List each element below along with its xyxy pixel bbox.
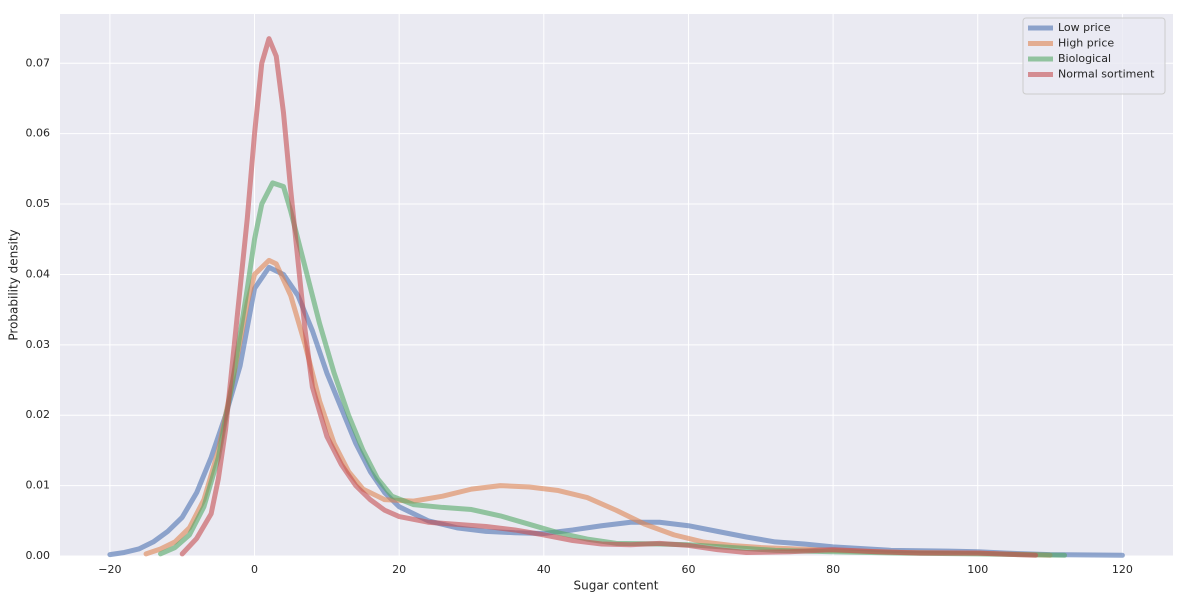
x-tick-label: 80 <box>826 563 840 576</box>
y-tick-label: 0.00 <box>26 549 51 562</box>
legend-label: Biological <box>1058 52 1111 65</box>
x-tick-label: 0 <box>251 563 258 576</box>
y-tick-label: 0.07 <box>26 56 51 69</box>
x-axis-label: Sugar content <box>574 579 659 593</box>
legend-label: Low price <box>1058 21 1111 34</box>
plot-area <box>60 14 1173 556</box>
legend: Low price High price Biological Normal sort… <box>1022 17 1166 95</box>
x-tick-label: 60 <box>681 563 695 576</box>
y-axis-label: Probability density <box>7 229 21 340</box>
y-tick-label: 0.04 <box>26 267 51 280</box>
legend-box <box>1022 17 1166 95</box>
legend-label: Normal sortiment <box>1058 68 1155 81</box>
y-tick-label: 0.02 <box>26 408 51 421</box>
legend-label: High price <box>1058 37 1114 50</box>
y-tick-label: 0.06 <box>26 127 51 140</box>
x-tick-label: 40 <box>537 563 551 576</box>
series-line <box>179 36 1039 558</box>
x-tick-label: 120 <box>1112 563 1133 576</box>
y-tick-label: 0.03 <box>26 338 51 351</box>
series-line <box>107 264 1125 558</box>
lines <box>107 36 1125 558</box>
y-tick-label: 0.01 <box>26 479 51 492</box>
x-tick-label: −20 <box>98 563 121 576</box>
y-tick-label: 0.05 <box>26 197 51 210</box>
x-tick-label: 100 <box>967 563 988 576</box>
x-tick-label: 20 <box>392 563 406 576</box>
